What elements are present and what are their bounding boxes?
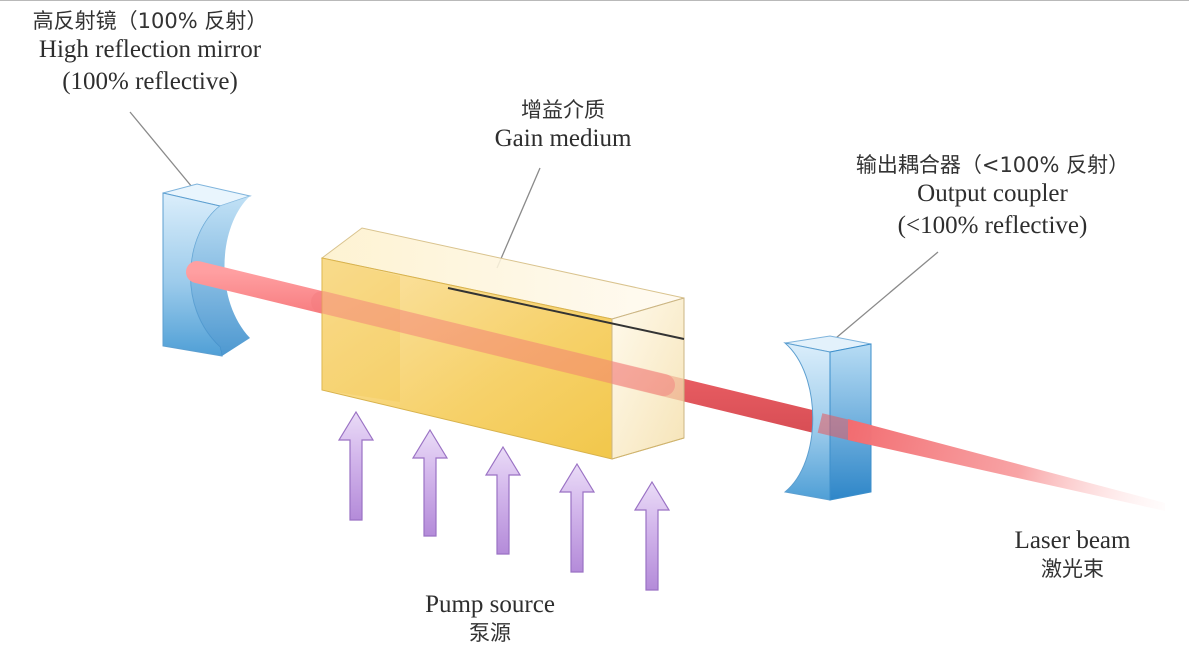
pump-arrow — [484, 445, 522, 555]
pump-arrows — [337, 410, 671, 591]
gain-medium — [320, 227, 685, 460]
mirror-label-en: High reflection mirror — [38, 36, 262, 64]
pump-label-zh: 泵源 — [469, 621, 511, 646]
mirror-leader-line — [129, 111, 198, 194]
pump-label-en: Pump source — [425, 591, 555, 618]
coupler-label-en: Output coupler — [917, 180, 1068, 208]
coupler-label-zh: 输出耦合器（<100% 反射） — [855, 153, 1130, 177]
gain-label-zh: 增益介质 — [521, 98, 605, 122]
coupler-leader-line — [829, 251, 939, 344]
top-divider — [0, 0, 1189, 1]
coupler-label: 输出耦合器（<100% 反射） Output coupler (<100% re… — [820, 152, 1165, 241]
coupler-label-en-detail: (<100% reflective) — [897, 211, 1088, 239]
laser-beam-label-en: Laser beam — [1014, 527, 1131, 554]
laser-beam-label-zh: 激光束 — [1041, 557, 1104, 582]
gain-leader-line — [496, 167, 541, 269]
pump-label: Pump source 泵源 — [395, 589, 585, 647]
pump-arrow — [633, 480, 671, 591]
laser-beam-label: Laser beam 激光束 — [985, 525, 1160, 583]
mirror-label: 高反射镜（100% 反射） High reflection mirror (10… — [0, 8, 300, 97]
gain-label: 增益介质 Gain medium — [463, 97, 663, 155]
laser-beam-output — [848, 419, 1165, 511]
laser-beam-in-gain — [311, 291, 675, 396]
pump-arrow — [558, 462, 596, 573]
mirror-label-en-detail: (100% reflective) — [62, 67, 238, 95]
pump-arrow — [411, 428, 449, 537]
gain-label-en: Gain medium — [494, 125, 632, 153]
pump-arrow — [337, 410, 375, 521]
mirror-label-zh: 高反射镜（100% 反射） — [32, 9, 268, 33]
